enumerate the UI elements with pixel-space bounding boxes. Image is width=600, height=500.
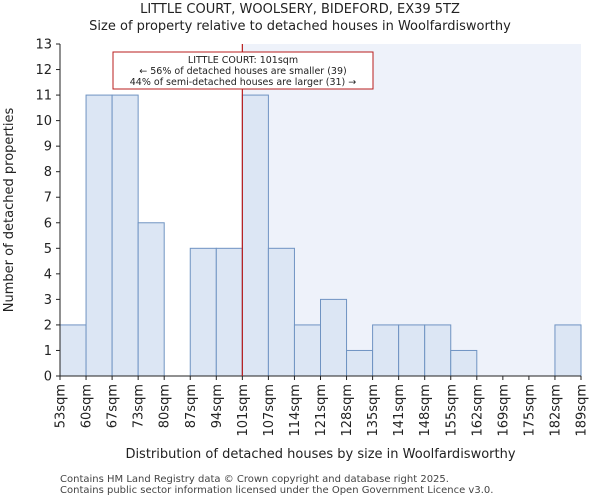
- x-tick-label: 87sqm: [184, 384, 199, 428]
- y-axis-label: Number of detached properties: [2, 108, 17, 313]
- histogram-bar: [293, 324, 322, 377]
- x-tick-label: 101sqm: [236, 384, 251, 437]
- histogram-bar: [267, 247, 295, 377]
- annotation-text: ← 56% of detached houses are smaller (39…: [139, 66, 346, 77]
- histogram-bar: [554, 324, 582, 377]
- annotation-text: 44% of semi-detached houses are larger (…: [130, 77, 357, 88]
- y-tick-label: 0: [44, 370, 52, 385]
- x-tick-label: 73sqm: [132, 384, 147, 428]
- chart-subtitle: Size of property relative to detached ho…: [89, 19, 511, 34]
- y-tick-label: 7: [44, 191, 52, 206]
- y-tick-label: 2: [44, 318, 52, 333]
- annotation-text: LITTLE COURT: 101sqm: [188, 55, 298, 66]
- x-tick-label: 162sqm: [470, 384, 485, 437]
- x-tick-label: 141sqm: [392, 384, 407, 437]
- x-tick-label: 107sqm: [262, 384, 277, 437]
- y-tick-label: 9: [44, 140, 52, 155]
- footer-line-2: Contains public sector information licen…: [60, 485, 494, 496]
- histogram-bar: [85, 94, 113, 377]
- histogram-bar: [372, 324, 400, 377]
- histogram-bar: [111, 94, 139, 377]
- x-tick-label: 175sqm: [522, 384, 537, 437]
- x-tick-label: 169sqm: [496, 384, 511, 437]
- x-tick-label: 121sqm: [314, 384, 329, 437]
- x-tick-label: 114sqm: [288, 384, 303, 437]
- footer-line-1: Contains HM Land Registry data © Crown c…: [60, 474, 449, 485]
- histogram-bar: [59, 324, 87, 377]
- histogram-bar: [398, 324, 426, 377]
- x-tick-label: 128sqm: [340, 384, 355, 437]
- y-tick-label: 5: [44, 242, 52, 257]
- histogram-bar: [346, 349, 374, 377]
- y-tick-label: 4: [44, 267, 52, 282]
- x-tick-label: 80sqm: [158, 384, 173, 428]
- larger-region-shade: [242, 44, 581, 376]
- histogram-bar: [241, 94, 269, 377]
- y-tick-label: 3: [44, 293, 52, 308]
- y-tick-label: 8: [44, 165, 52, 180]
- x-tick-label: 94sqm: [210, 384, 225, 428]
- x-tick-label: 67sqm: [106, 384, 121, 428]
- y-tick-label: 11: [35, 89, 52, 104]
- y-tick-label: 12: [35, 63, 52, 78]
- histogram-bar: [189, 247, 217, 377]
- y-tick-label: 10: [35, 114, 52, 129]
- y-tick-label: 6: [44, 216, 52, 231]
- y-tick-label: 1: [44, 344, 52, 359]
- histogram-bar: [137, 222, 165, 377]
- histogram-bar: [215, 247, 243, 377]
- x-tick-label: 135sqm: [366, 384, 381, 437]
- x-tick-label: 148sqm: [418, 384, 433, 437]
- x-tick-label: 189sqm: [575, 384, 590, 437]
- x-tick-label: 53sqm: [54, 384, 69, 428]
- x-tick-label: 60sqm: [80, 384, 95, 428]
- histogram-bar: [450, 349, 478, 377]
- annotation-box: [112, 51, 374, 90]
- x-tick-label: 182sqm: [548, 384, 563, 437]
- histogram-bar: [424, 324, 452, 377]
- histogram-bar: [320, 298, 348, 377]
- y-tick-label: 13: [35, 38, 52, 53]
- x-axis-label: Distribution of detached houses by size …: [125, 447, 515, 462]
- x-tick-label: 155sqm: [444, 384, 459, 437]
- chart-title: LITTLE COURT, WOOLSERY, BIDEFORD, EX39 5…: [140, 2, 460, 17]
